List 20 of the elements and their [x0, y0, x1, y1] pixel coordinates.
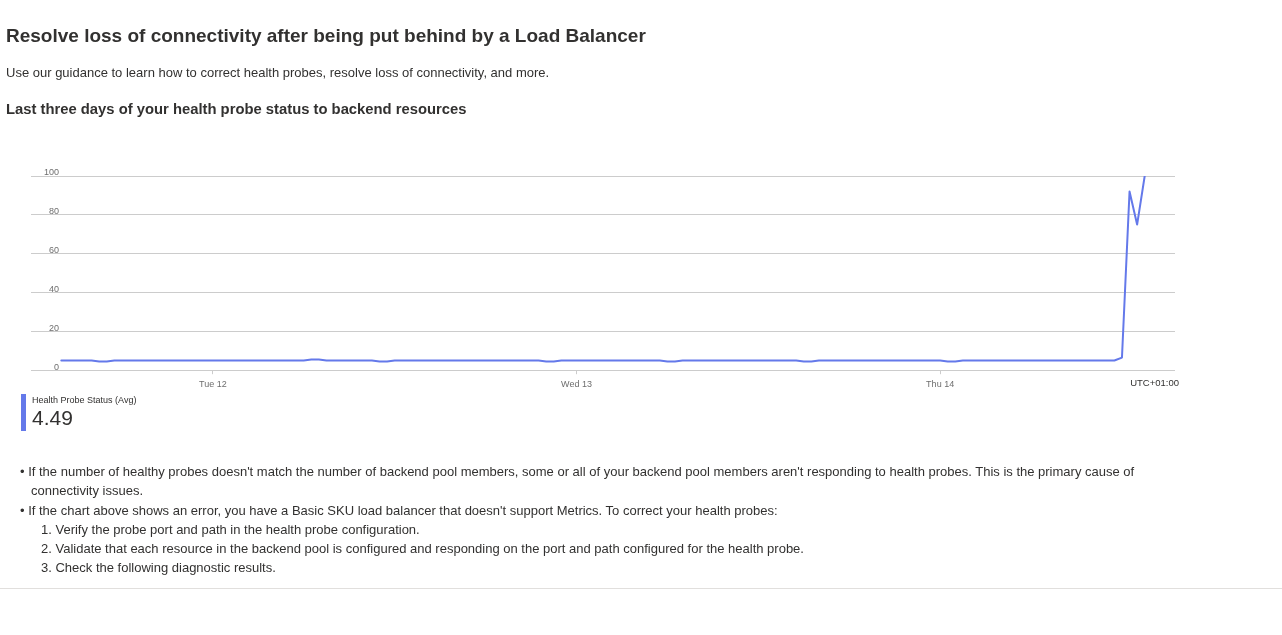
x-tick-label: Wed 13 [561, 379, 592, 390]
y-tick-label: 0 [54, 361, 60, 372]
y-tick-label: 20 [49, 322, 60, 333]
y-tick-label: 100 [43, 167, 60, 178]
x-tick-label: Tue 12 [198, 379, 227, 390]
y-tick-label: 60 [49, 245, 60, 256]
text: 4.49 [32, 406, 74, 430]
text: 2. Validate that each resource in the backend pool is configured and responding on the port and path configured for the health probe. [40, 540, 805, 559]
x-tick-label: Thu 14 [926, 379, 955, 390]
text: 3. Check the following diagnostic results. [40, 559, 277, 578]
text: Last three days of your health probe status to backend resources [6, 100, 467, 118]
y-tick-label: 40 [49, 284, 60, 294]
chart-subtitle: Use our guidance to learn how to correct health probes, resolve loss of connectivity, and more. [6, 65, 550, 81]
y-tick-label: 80 [49, 206, 60, 217]
text: Health Probe Status (Avg) [32, 394, 137, 406]
text: • If the chart above shows an error, you have a Basic SKU load balancer that doesn't support Metrics. To correct your health probes: [20, 501, 779, 520]
chart-title: Resolve loss of connectivity after being put behind by a Load Balancer [6, 25, 646, 47]
text: 1. Verify the probe port and path in the health probe configuration. [40, 520, 421, 539]
x-axis-title: UTC+01:00 [1130, 376, 1179, 388]
text: • If the number of healthy probes doesn't match the number of backend pool members, some or all of your backend pool members aren't responding to health probes. This is the primary cause of connectivity issues. [20, 463, 1136, 501]
